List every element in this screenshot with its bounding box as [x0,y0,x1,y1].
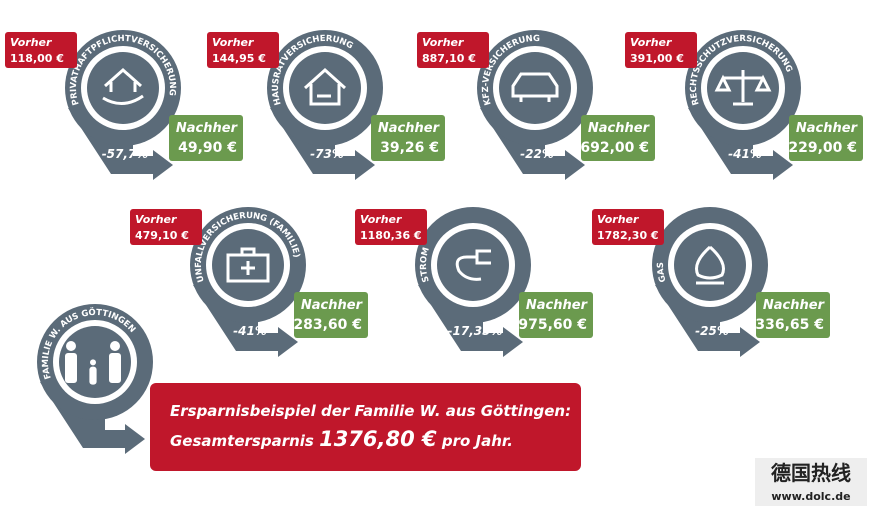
person-body [65,353,77,383]
before-box [5,32,77,68]
inner-disk [87,52,159,124]
badge: RECHTSSCHUTZVERSICHERUNG-41%Vorher391,00… [625,30,863,180]
after-box [581,115,655,161]
summary-suffix: pro Jahr. [441,432,513,450]
before-box [625,32,697,68]
before-label: Vorher [212,36,254,49]
after-label: Nachher [526,298,589,313]
after-box [169,115,243,161]
change: -57,7% [102,147,149,161]
before-box [207,32,279,68]
inner-disk [289,52,361,124]
icon [102,67,144,105]
before-box [592,209,664,245]
after-value: 229,00 € [788,140,857,156]
after-box [789,115,863,161]
badge: UNFALLVERSICHERUNG (FAMILIE)-41%Vorher47… [130,207,368,357]
inner-disk [499,52,571,124]
after-label: Nachher [301,298,364,313]
after-box [294,292,368,338]
badge-label: GAS [655,262,668,284]
before-value: 1180,36 € [360,229,422,242]
before-value: 479,10 € [135,229,189,242]
badge: FAMILIE W. AUS GÖTTINGEN [37,304,153,454]
before-label: Vorher [10,36,52,49]
badge-label-text: GAS [655,262,667,284]
after-value: 975,60 € [518,317,587,333]
after-box [756,292,830,338]
summary-line1: Ersparnisbeispiel der Familie W. aus Göt… [170,402,571,420]
icon [695,245,725,285]
icon [455,249,491,281]
change: -41% [728,147,762,161]
before-box [355,209,427,245]
watermark-chinese: 德国热线 [771,461,851,485]
after-box [519,292,593,338]
before-box [417,32,489,68]
before-value: 391,00 € [630,52,684,65]
after-label: Nachher [378,121,441,136]
badge: GAS -25% Vorher 1782,30 € Nachher 1336,65 € [592,207,830,357]
after-label: Nachher [796,121,859,136]
before-label: Vorher [597,213,639,226]
before-label: Vorher [360,213,402,226]
badge: PRIVATHAFTPFLICHTVERSICHERUNG-57,7%Vorhe… [5,30,243,180]
before-label: Vorher [422,36,464,49]
before-value: 1782,30 € [597,229,659,242]
after-label: Nachher [176,121,239,136]
person-body [89,366,97,385]
before-label: Vorher [630,36,672,49]
after-value: 49,90 € [178,140,237,156]
inner-disk [437,229,509,301]
icon [511,72,559,102]
inner-disk [674,229,746,301]
after-label: Nachher [588,121,651,136]
change: -22% [520,147,554,161]
after-label: Nachher [763,298,826,313]
change: -25% [695,324,729,338]
summary-line2: Gesamtersparnis 1376,80 € pro Jahr. [170,427,513,451]
after-value: 692,00 € [580,140,649,156]
before-label: Vorher [135,213,177,226]
summary-prefix: Gesamtersparnis [170,432,314,450]
person-head [110,341,120,351]
after-box [371,115,445,161]
change: -73% [310,147,344,161]
person-head [90,359,96,366]
icon [226,247,270,283]
summary-box [150,383,581,471]
after-value: 1336,65 € [746,317,824,333]
before-box [130,209,202,245]
after-value: 39,26 € [380,140,439,156]
icon [303,67,347,106]
before-value: 144,95 € [212,52,266,65]
person-body [109,353,121,383]
change: -41% [233,324,267,338]
watermark-url: www.dolc.de [771,490,850,503]
watermark-bg [755,458,867,506]
before-value: 118,00 € [10,52,64,65]
before-value: 887,10 € [422,52,476,65]
after-value: 283,60 € [293,317,362,333]
person-head [66,341,76,351]
summary-amount: 1376,80 € [319,427,437,451]
icon [714,70,772,106]
change: -17,35% [448,324,503,338]
